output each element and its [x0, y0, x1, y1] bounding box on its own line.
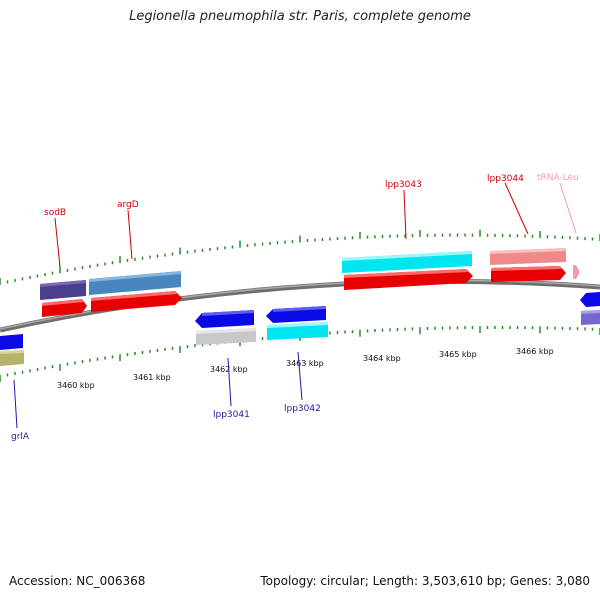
tick-label-3460: 3460 kbp: [57, 381, 95, 390]
accession-label: Accession:: [9, 574, 73, 588]
label-lpp3042[interactable]: lpp3042: [284, 404, 321, 414]
tick-label-3465: 3465 kbp: [439, 350, 477, 359]
label-sodB[interactable]: sodB: [44, 208, 66, 218]
tick-label-3464: 3464 kbp: [363, 354, 401, 363]
feature-sodB[interactable]: [40, 280, 87, 317]
forward-tick-track: [0, 229, 600, 285]
feature-tRNA-Leu[interactable]: [573, 265, 580, 279]
forward-features: [40, 248, 580, 317]
label-lpp3044[interactable]: lpp3044: [487, 174, 524, 184]
label-argD[interactable]: argD: [117, 200, 139, 210]
feature-argD[interactable]: [89, 271, 182, 312]
genome-backbone: [0, 278, 600, 333]
feature-edge-gene[interactable]: [580, 292, 600, 325]
label-lpp3043[interactable]: lpp3043: [385, 180, 422, 190]
accession-value: NC_006368: [76, 574, 146, 588]
feature-lpp3042[interactable]: [266, 306, 328, 340]
tick-label-3461: 3461 kbp: [133, 373, 171, 382]
map-title: Legionella pneumophila str. Paris, compl…: [129, 9, 471, 24]
feature-grlA[interactable]: [0, 334, 24, 366]
reverse-features: [0, 292, 600, 366]
label-lpp3041[interactable]: lpp3041: [213, 410, 250, 420]
feature-lpp3044[interactable]: [490, 248, 566, 282]
tick-label-3463: 3463 kbp: [286, 359, 324, 368]
feature-lpp3043[interactable]: [342, 251, 473, 290]
tick-label-3466: 3466 kbp: [516, 347, 554, 356]
label-connectors: [13, 182, 577, 429]
label-grlA[interactable]: grlA: [11, 432, 30, 442]
scale-labels: 3460 kbp 3461 kbp 3462 kbp 3463 kbp 3464…: [57, 347, 554, 390]
label-tRNA-Leu[interactable]: tRNA-Leu: [537, 173, 579, 183]
gene-labels: sodB argD lpp3043 lpp3044 tRNA-Leu grlA …: [11, 173, 579, 442]
accession-footer: Accession: NC_006368: [9, 574, 145, 588]
genome-summary: Topology: circular; Length: 3,503,610 bp…: [260, 574, 590, 588]
feature-lpp3041[interactable]: [195, 310, 256, 345]
